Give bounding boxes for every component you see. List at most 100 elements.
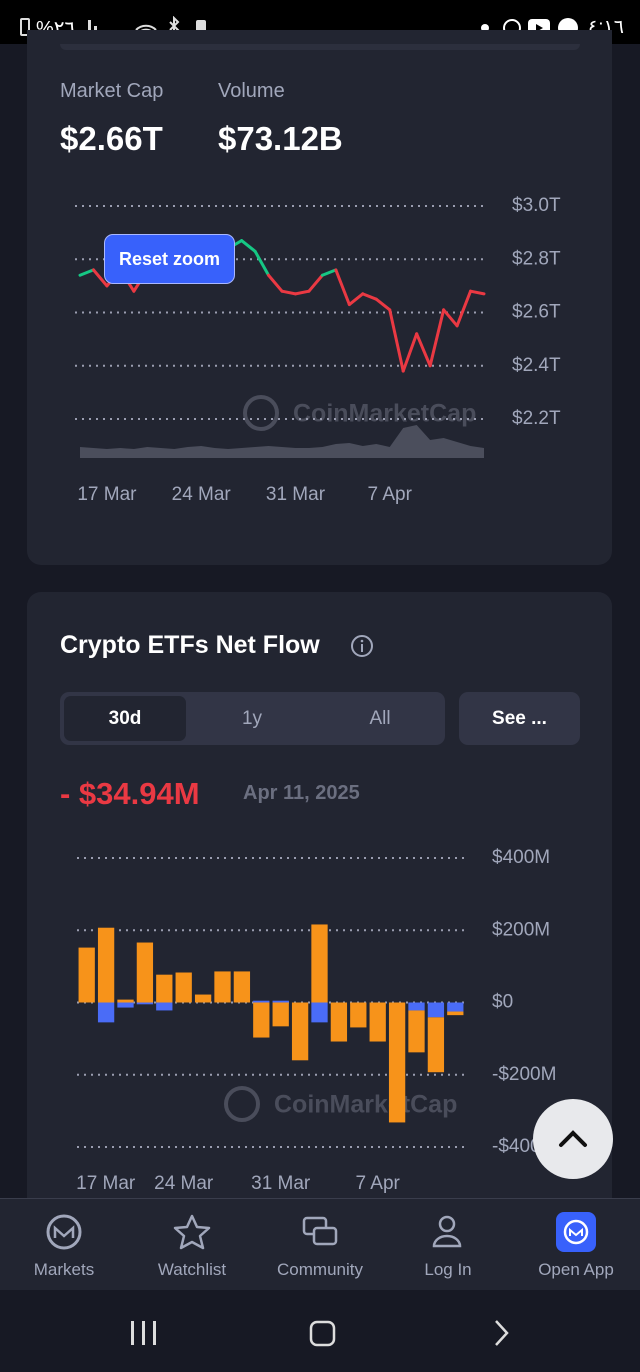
tab[interactable]: 30d	[108, 708, 142, 729]
x-tick-label: 24 Mar	[172, 484, 232, 505]
price-segment	[469, 289, 486, 296]
bar	[291, 1002, 309, 1061]
system-nav	[0, 1290, 640, 1372]
price-segment	[240, 239, 257, 253]
bar	[233, 971, 251, 1003]
scroll-top-button[interactable]	[533, 1099, 613, 1179]
y-tick-label: $0	[492, 992, 513, 1013]
y-tick-label: $2.6T	[512, 302, 561, 323]
bar	[175, 972, 192, 1003]
market-cap-value: $2.66T	[60, 120, 163, 157]
price-segment	[442, 308, 459, 328]
etf-chart: CoinMarketCap $400M$200M$0-$200M-$400M17…	[76, 847, 556, 1194]
battery-icon	[20, 18, 30, 36]
watermark: CoinMarketCap	[224, 1086, 457, 1122]
y-tick-label: $2.8T	[512, 248, 561, 269]
bar	[350, 1002, 367, 1028]
bar	[330, 1002, 348, 1042]
price-segment	[401, 332, 419, 373]
price-segment	[374, 297, 392, 312]
bar	[408, 1010, 425, 1053]
price-segment	[455, 289, 473, 328]
y-tick-label: $200M	[492, 919, 550, 940]
y-tick-label: $400M	[492, 847, 550, 868]
home-button[interactable]	[309, 1320, 336, 1347]
watermark: CoinMarketCap	[243, 395, 476, 431]
market-cap-label: Market Cap	[60, 80, 164, 102]
bar	[272, 1002, 289, 1027]
see-button[interactable]: See ...	[459, 692, 580, 745]
bar	[369, 1002, 386, 1042]
bar	[447, 1011, 464, 1016]
bar	[156, 974, 173, 1003]
price-segment	[347, 292, 365, 307]
bar	[136, 1002, 154, 1005]
price-segment	[428, 308, 446, 368]
volume-label: Volume	[218, 80, 285, 102]
bar	[117, 999, 134, 1003]
market-cap-chart: CoinMarketCap $3.0T $2.8T $2.6T $2.4T $2.2T 1…	[75, 195, 561, 505]
nav-icons	[46, 1212, 596, 1252]
bar	[427, 1002, 445, 1018]
bar	[194, 994, 212, 1003]
bar	[97, 927, 115, 1003]
y-tick-label: $2.2T	[512, 408, 561, 429]
nav-item[interactable]: Open App	[538, 1260, 614, 1279]
y-tick-label: $2.4T	[512, 355, 561, 376]
selected-date: Apr 11, 2025	[243, 782, 360, 804]
price-segment	[78, 268, 95, 277]
reset-zoom-button[interactable]: Reset zoom	[104, 234, 235, 284]
price-segment	[253, 249, 271, 277]
price-segment	[280, 289, 297, 296]
bar	[427, 1017, 445, 1073]
bar	[388, 1002, 406, 1123]
selected-value: - $34.94M	[60, 776, 200, 811]
watermark-text: CoinMarketCap	[274, 1091, 457, 1119]
bar	[311, 924, 328, 1003]
bar	[311, 1002, 328, 1023]
volume-area	[80, 425, 484, 458]
recent-apps[interactable]	[131, 1321, 156, 1345]
x-tick-label: 7 Apr	[368, 484, 413, 505]
bar	[136, 942, 154, 1003]
etf-title: Crypto ETFs Net Flow	[60, 631, 320, 659]
bar	[408, 1002, 425, 1011]
price-segment	[361, 292, 378, 301]
price-segment	[307, 273, 324, 293]
bar	[97, 1002, 115, 1023]
x-tick-label: 31 Mar	[266, 484, 326, 505]
bar	[253, 1002, 270, 1038]
price-segment	[267, 273, 284, 293]
nav-item[interactable]: Watchlist	[157, 1260, 227, 1279]
x-tick-label: 31 Mar	[251, 1173, 311, 1194]
nav-item[interactable]: Markets	[33, 1260, 95, 1279]
price-segment	[320, 268, 338, 277]
bar	[272, 1000, 289, 1003]
bar	[447, 1002, 464, 1012]
bar	[214, 971, 231, 1003]
price-segment	[415, 332, 432, 368]
nav-item[interactable]: Log In	[424, 1260, 472, 1279]
market-card	[27, 30, 612, 565]
back-button[interactable]	[495, 1320, 509, 1346]
price-segment	[293, 289, 311, 296]
tab[interactable]: 1y	[241, 708, 263, 729]
nav-item[interactable]: Community	[277, 1260, 363, 1279]
price-segment	[334, 268, 351, 307]
bar	[156, 1002, 173, 1011]
info-icon[interactable]	[350, 634, 374, 658]
tab[interactable]: All	[369, 708, 391, 729]
price-segment	[91, 268, 109, 288]
price-segment	[388, 308, 405, 373]
x-tick-label: 17 Mar	[77, 484, 137, 505]
y-tick-label: -$200M	[492, 1064, 556, 1085]
card-edge	[60, 44, 580, 50]
x-tick-label: 7 Apr	[356, 1173, 401, 1194]
bar	[78, 947, 95, 1003]
watermark-text: CoinMarketCap	[293, 400, 476, 428]
x-tick-label: 24 Mar	[154, 1173, 214, 1194]
bar	[253, 1000, 270, 1003]
tab-selected-bg	[64, 696, 186, 741]
volume-value: $73.12B	[218, 120, 343, 157]
